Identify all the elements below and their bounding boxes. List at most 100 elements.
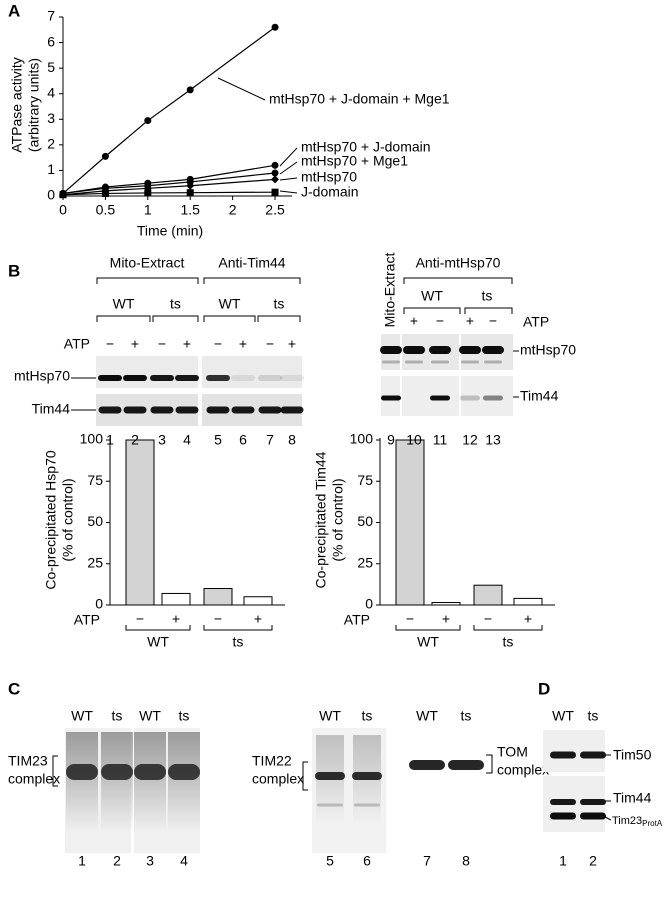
y-tick-label: 0 [365, 596, 373, 612]
series-label: J-domain [301, 184, 359, 200]
atp-sign: + [288, 336, 296, 352]
y-tick-label: 25 [87, 554, 103, 570]
blot-band [98, 406, 122, 414]
series-label: mtHsp70 + Mge1 [301, 153, 408, 169]
blot-band [354, 803, 380, 807]
row-label-main: Tim23 [612, 815, 642, 827]
blot-band [315, 772, 345, 780]
x-tick-label: + [172, 611, 180, 627]
blot-band [280, 406, 304, 414]
complex-label: complex [8, 771, 60, 787]
x-tick-label: 1.5 [180, 202, 200, 218]
bracket [403, 307, 461, 314]
blot-band [258, 375, 282, 381]
point [144, 189, 152, 197]
panel-label: A [8, 1, 20, 20]
blot-band [580, 751, 606, 759]
series-line [62, 172, 276, 195]
bracket [473, 625, 543, 631]
y-tick-label: 7 [47, 8, 55, 24]
blot-band [461, 360, 479, 364]
lane-number: 2 [589, 853, 597, 869]
blot-strip [543, 730, 605, 772]
group-label: WT [417, 634, 439, 650]
blot-band [448, 760, 484, 770]
blot-band [403, 346, 425, 354]
bracket [96, 315, 151, 322]
bar [513, 597, 543, 606]
blot-header: Anti-Tim44 [218, 255, 285, 271]
atp-sign: − [489, 313, 497, 329]
y-axis-label: Co-precipitated Tim44 [313, 451, 329, 588]
y-tick-label: 1 [47, 161, 55, 177]
x-tick-label: 2 [229, 202, 237, 218]
leader-line [217, 77, 266, 101]
blot-band [175, 375, 199, 381]
panel-label: B [8, 261, 20, 280]
blot-band [550, 799, 576, 805]
blot-band [231, 406, 255, 414]
strain-label: WT [319, 708, 341, 724]
strain-label: WT [139, 708, 161, 724]
bar [243, 596, 273, 606]
point [271, 23, 279, 31]
atp-sign: − [158, 336, 166, 352]
blot-band [550, 812, 576, 820]
blot-band [550, 751, 576, 759]
atp-sign: + [410, 313, 418, 329]
row-label: Tim23ProtA [612, 815, 663, 828]
bracket [486, 754, 493, 774]
point [271, 175, 280, 184]
y-tick-label: 75 [357, 472, 373, 488]
group-label: ts [233, 634, 244, 650]
y-tick-label: 5 [47, 59, 55, 75]
complex-label: complex [252, 771, 304, 787]
blot-band [134, 764, 166, 780]
y-axis-label: (% of control) [60, 478, 76, 561]
y-tick-label: 50 [87, 513, 103, 529]
blot-band [175, 406, 199, 414]
lane-number: 11 [433, 432, 448, 448]
x-tick-label: − [406, 611, 414, 627]
bracket [395, 625, 461, 631]
blot-band [168, 764, 200, 780]
blot-band [380, 346, 402, 354]
group-label: WT [147, 634, 169, 650]
blot-band [123, 406, 147, 414]
bar [125, 439, 155, 606]
bar [473, 584, 503, 606]
blot-band [431, 360, 449, 364]
smear [168, 732, 200, 832]
point [271, 161, 279, 169]
atp-sign: − [214, 336, 222, 352]
complex-label: TIM23 [8, 753, 48, 769]
strain-label: ts [112, 708, 123, 724]
leader-line [279, 190, 298, 194]
point [186, 189, 194, 197]
series-line [62, 26, 276, 194]
blot-band [101, 764, 133, 780]
y-axis-label: Co-precipitated Hsp70 [43, 450, 59, 590]
lane-number: 3 [146, 853, 154, 869]
atp-sign: − [436, 313, 444, 329]
point [271, 169, 279, 177]
blot-band [98, 375, 122, 381]
series-label: mtHsp70 + J-domain [301, 139, 431, 155]
point [101, 152, 109, 160]
smear [101, 732, 133, 832]
panel-label: D [538, 679, 550, 698]
x-tick-label: 2.5 [265, 202, 285, 218]
bracket [203, 277, 301, 284]
category-axis-label: ATP [74, 612, 100, 628]
strain-label: WT [219, 296, 241, 312]
row-label: mtHsp70 [14, 368, 70, 384]
lane-number: 1 [106, 432, 114, 448]
lane-number: 1 [78, 853, 86, 869]
lane-number: 4 [180, 853, 188, 869]
strain-label: ts [482, 288, 493, 304]
lane-number: 10 [406, 432, 422, 448]
atp-label: ATP [523, 314, 549, 330]
x-tick-label: 0.5 [96, 202, 116, 218]
x-tick-label: − [136, 611, 144, 627]
